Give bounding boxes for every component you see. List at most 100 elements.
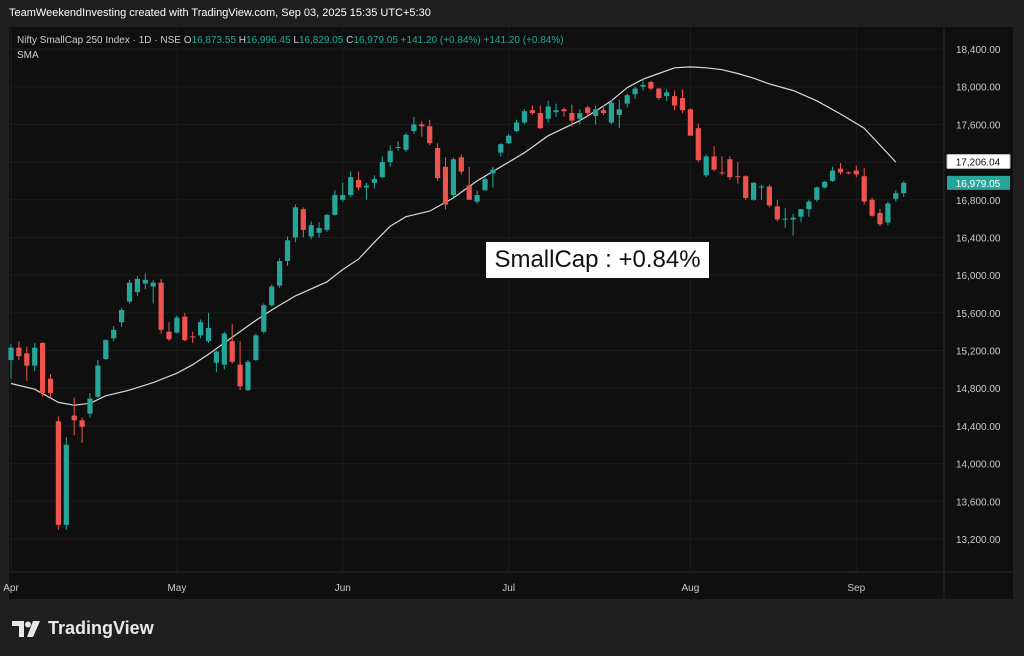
candle-body	[411, 124, 417, 131]
symbol-name[interactable]: Nifty SmallCap 250 Index · 1D · NSE	[17, 35, 181, 46]
annotation-box: SmallCap : +0.84%	[486, 242, 709, 278]
candle-body	[95, 365, 101, 397]
candle-body	[853, 170, 859, 175]
candle-body	[498, 144, 504, 153]
candle-body	[766, 186, 772, 206]
candle-body	[126, 282, 133, 302]
y-tick-label: 18,000.00	[956, 83, 1001, 94]
candle-body	[877, 212, 883, 225]
candle-body	[458, 157, 464, 172]
candle-body	[751, 182, 757, 200]
candle-body	[229, 341, 235, 362]
candle-body	[735, 176, 741, 178]
candle-body	[190, 336, 196, 338]
y-tick-label: 15,600.00	[956, 309, 1001, 320]
candle-body	[24, 353, 30, 366]
open-value: 16,873.55	[191, 35, 237, 46]
x-tick-label: May	[167, 583, 186, 594]
candle-body	[687, 109, 693, 136]
candle-body	[40, 343, 46, 393]
candle-body	[506, 135, 512, 144]
candle-body	[901, 182, 907, 194]
candle-body	[166, 331, 172, 340]
candle-body	[356, 179, 362, 188]
candle-body	[474, 195, 480, 202]
candle-body	[758, 186, 765, 188]
candle-body	[308, 225, 314, 237]
candle-body	[292, 207, 298, 238]
candle-body	[814, 187, 820, 200]
candle-body	[363, 185, 370, 188]
low-value: 16,829.05	[298, 35, 344, 46]
candle-body	[632, 88, 638, 95]
brand-name: TradingView	[48, 618, 154, 638]
candle-body	[593, 109, 599, 116]
candle-body	[47, 378, 54, 393]
y-tick-label: 18,400.00	[956, 45, 1001, 56]
candle-body	[55, 421, 61, 525]
candle-body	[16, 347, 22, 357]
candle-body	[893, 193, 899, 199]
y-tick-label: 16,800.00	[956, 196, 1001, 207]
candle-body	[648, 81, 654, 89]
candle-body	[845, 172, 851, 174]
sma-line	[10, 66, 897, 406]
candle-body	[79, 420, 85, 427]
y-tick-label: 17,600.00	[956, 120, 1001, 131]
candle-body	[672, 96, 678, 106]
candle-body	[63, 444, 69, 525]
candle-body	[387, 150, 393, 163]
candle-body	[134, 278, 140, 293]
candle-body	[261, 305, 267, 332]
candle-body	[774, 206, 780, 220]
candle-body	[174, 317, 180, 333]
candle-body	[553, 110, 559, 113]
candle-body	[111, 329, 117, 339]
y-tick-label: 13,600.00	[956, 497, 1001, 508]
candle-body	[142, 279, 148, 284]
y-tick-label: 16,400.00	[956, 233, 1001, 244]
y-tick-label: 14,000.00	[956, 460, 1001, 471]
candle-body	[482, 179, 488, 191]
candle-body	[8, 347, 14, 360]
candle-body	[782, 218, 788, 220]
candle-body	[379, 162, 385, 178]
candle-body	[348, 177, 354, 196]
last-price-tag-label: 16,979.05	[956, 179, 1001, 190]
candle-body	[545, 106, 551, 119]
candle-body	[640, 84, 646, 87]
candle-body	[798, 209, 804, 217]
candle-body	[340, 195, 346, 200]
candle-body	[245, 361, 251, 391]
candle-body	[450, 159, 456, 196]
candle-body	[490, 169, 496, 174]
candle-body	[869, 199, 875, 216]
candle-body	[616, 109, 622, 115]
candle-body	[514, 122, 520, 131]
candle-body	[277, 261, 283, 286]
high-value: 16,996.45	[246, 35, 291, 46]
tradingview-footer: TradingView	[12, 618, 154, 639]
candle-body	[695, 128, 701, 161]
candle-body	[790, 217, 796, 220]
sma-indicator-label[interactable]: SMA	[17, 50, 39, 61]
y-tick-label: 14,400.00	[956, 422, 1001, 433]
candle-body	[861, 176, 867, 202]
tradingview-logo-icon	[12, 620, 40, 637]
candle-body	[830, 170, 836, 181]
candle-body	[743, 176, 749, 198]
candle-body	[822, 181, 828, 188]
x-tick-label: Sep	[847, 583, 865, 594]
candle-body	[332, 195, 338, 215]
candle-body	[182, 316, 188, 341]
candle-body	[300, 209, 306, 230]
candle-body	[284, 240, 291, 262]
candle-body	[521, 111, 528, 123]
candle-body	[221, 333, 227, 365]
x-tick-label: Apr	[3, 583, 19, 594]
candle-body	[569, 113, 575, 121]
symbol-legend: Nifty SmallCap 250 Index · 1D · NSE O16,…	[17, 35, 564, 46]
candle-body	[158, 282, 164, 330]
candle-body	[442, 166, 449, 205]
